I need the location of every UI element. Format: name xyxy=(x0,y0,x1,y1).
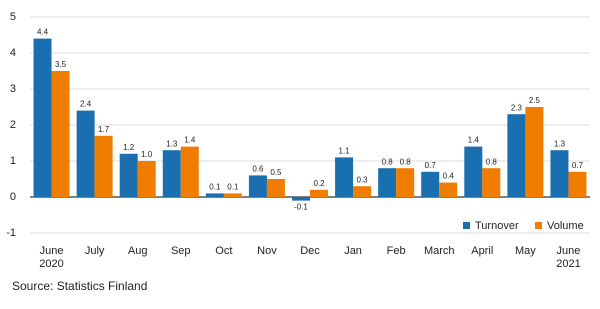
value-label: 0.3 xyxy=(357,175,369,184)
bar xyxy=(525,107,544,197)
x-tick-label: Dec xyxy=(300,245,320,257)
bar xyxy=(137,161,156,197)
x-tick-label: June 2021 xyxy=(556,245,580,270)
bar xyxy=(396,168,415,197)
value-label: 0.8 xyxy=(400,157,412,166)
bar xyxy=(51,71,70,197)
value-label: 2.4 xyxy=(80,100,92,109)
y-tick-label: 0 xyxy=(10,191,16,203)
bar xyxy=(378,168,397,197)
bar xyxy=(76,110,95,197)
bar xyxy=(33,38,52,197)
source: Source: Statistics Finland xyxy=(12,279,147,293)
bar xyxy=(248,175,267,197)
legend-label: Volume xyxy=(547,220,584,232)
x-tick-label: May xyxy=(515,245,536,257)
value-label: 0.5 xyxy=(270,168,282,177)
y-tick-label: 1 xyxy=(10,155,16,167)
x-tick-label: Sep xyxy=(171,245,191,257)
value-label: 2.5 xyxy=(529,96,541,105)
bar xyxy=(464,146,483,197)
value-label: 1.1 xyxy=(339,147,351,156)
legend-swatch xyxy=(535,222,542,229)
x-tick-label: April xyxy=(471,245,493,257)
value-label: 1.2 xyxy=(123,143,135,152)
value-label: 0.6 xyxy=(252,165,264,174)
x-tick-label: Feb xyxy=(387,245,406,257)
value-label: -0.1 xyxy=(294,203,308,212)
value-label: 1.3 xyxy=(554,139,566,148)
x-tick-label: March xyxy=(424,245,455,257)
value-label: 2.3 xyxy=(511,103,523,112)
value-label: 0.7 xyxy=(572,161,584,170)
value-label: 0.1 xyxy=(227,183,239,192)
bar xyxy=(439,182,458,197)
bar xyxy=(353,186,372,197)
bar xyxy=(550,150,569,197)
value-label: 3.5 xyxy=(55,60,67,69)
bar xyxy=(482,168,501,197)
y-tick-label: -1 xyxy=(6,227,16,239)
x-tick-label: Aug xyxy=(128,245,148,257)
value-label: 0.4 xyxy=(443,172,455,181)
y-tick-label: 3 xyxy=(10,83,16,95)
bar xyxy=(421,171,440,197)
value-label: 1.4 xyxy=(468,136,480,145)
x-tick-label: July xyxy=(85,245,105,257)
y-tick-label: 4 xyxy=(10,47,16,59)
x-tick-label: Oct xyxy=(215,245,232,257)
bar xyxy=(310,189,328,197)
y-tick-label: 2 xyxy=(10,119,16,131)
bar xyxy=(205,193,224,197)
value-label: 0.8 xyxy=(486,157,498,166)
bar xyxy=(335,157,354,197)
x-tick-label: Jan xyxy=(344,245,362,257)
legend-swatch xyxy=(463,222,470,229)
x-tick-label: June 2020 xyxy=(39,245,63,270)
bar xyxy=(119,153,138,197)
value-label: 1.0 xyxy=(141,150,153,159)
value-label: 0.1 xyxy=(209,183,221,192)
bar xyxy=(162,150,181,197)
bar xyxy=(266,179,285,197)
bar xyxy=(568,171,587,197)
y-tick-label: 5 xyxy=(10,11,16,23)
bar xyxy=(507,114,526,197)
value-label: 1.4 xyxy=(184,136,196,145)
value-label: 0.7 xyxy=(425,161,437,170)
bar xyxy=(292,197,310,201)
value-label: 1.3 xyxy=(166,139,178,148)
value-label: 4.4 xyxy=(37,28,49,37)
value-label: 0.8 xyxy=(382,157,394,166)
x-tick-label: Nov xyxy=(257,245,277,257)
value-label: 0.2 xyxy=(313,179,325,188)
bar xyxy=(180,146,199,197)
value-label: 1.7 xyxy=(98,125,110,134)
bar xyxy=(94,135,113,197)
bar xyxy=(223,193,242,197)
legend-label: Turnover xyxy=(475,220,519,232)
